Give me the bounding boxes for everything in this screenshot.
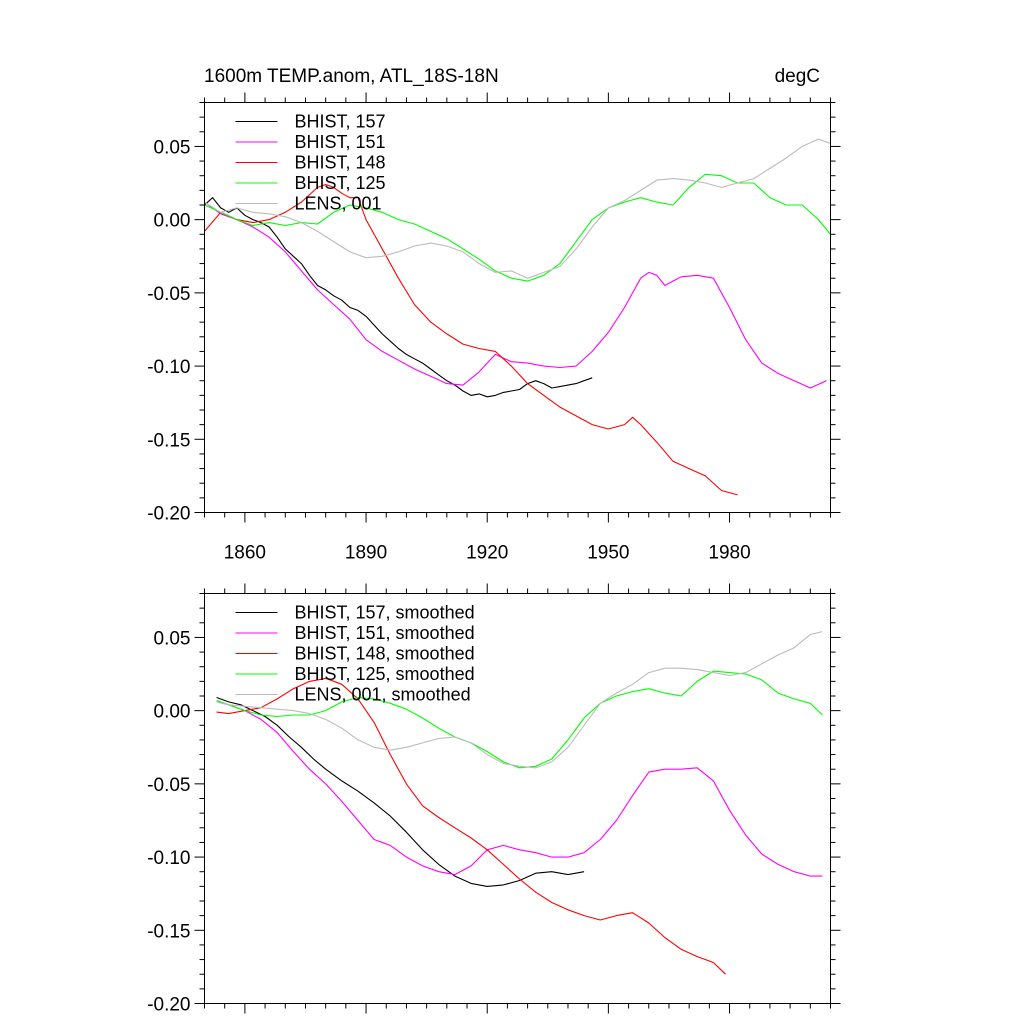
bottom-panel: -0.20 -0.15 -0.10 -0.05 0.00 0.05 BHIST, 157,… — [147, 583, 841, 1016]
axis-ticks: -0.20 -0.15 -0.10 -0.05 0.00 0.05 — [147, 583, 841, 1016]
y-tick-label: -0.15 — [147, 921, 190, 942]
x-tick-label: 1980 — [708, 543, 750, 564]
y-tick-label: -0.15 — [147, 430, 190, 451]
y-tick-label: 0.05 — [154, 137, 191, 158]
legend-label: BHIST, 148 — [295, 153, 386, 173]
y-tick-label: -0.10 — [147, 848, 190, 869]
y-tick-label: 0.00 — [154, 211, 191, 232]
plot-area — [216, 631, 823, 975]
x-tick-label: 1860 — [224, 543, 266, 564]
legend-label: BHIST, 157 — [295, 112, 386, 132]
y-tick-label: -0.05 — [147, 775, 190, 796]
y-tick-label: -0.10 — [147, 357, 190, 378]
series-line-0 — [204, 197, 593, 398]
series-line-2 — [204, 183, 738, 496]
x-tick-label: 1950 — [587, 543, 629, 564]
legend-label: LENS, 001, smoothed — [295, 685, 471, 705]
axis-ticks: -0.20 -0.15 -0.10 -0.05 0.00 0.05 1860 1890 1920… — [147, 92, 841, 564]
y-tick-label: -0.05 — [147, 284, 190, 305]
y-tick-label: 0.05 — [154, 628, 191, 649]
legend-label: BHIST, 157, smoothed — [295, 603, 475, 623]
series-line-3 — [216, 670, 823, 769]
plot-area — [204, 138, 831, 496]
x-tick-label: 1890 — [345, 543, 387, 564]
series-line-1 — [204, 201, 827, 389]
top-panel: 1600m TEMP.anom, ATL_18S-18N degC -0.20-… — [147, 66, 841, 564]
series-line-1 — [216, 701, 823, 877]
legend-label: BHIST, 151, smoothed — [295, 623, 475, 643]
series-line-2 — [216, 677, 726, 975]
series-line-0 — [216, 696, 585, 887]
legend-label: LENS, 001 — [295, 194, 382, 214]
legend-label: BHIST, 148, smoothed — [295, 644, 475, 664]
series-line-3 — [204, 173, 831, 282]
units-label: degC — [775, 66, 820, 87]
x-tick-label: 1920 — [466, 543, 508, 564]
plot-frame — [204, 593, 831, 1004]
plot-frame — [204, 102, 831, 513]
chart-title: 1600m TEMP.anom, ATL_18S-18N — [204, 66, 499, 87]
y-tick-label: 0.00 — [154, 702, 191, 723]
legend-label: BHIST, 125, smoothed — [295, 664, 475, 684]
series-line-4 — [204, 138, 831, 279]
series-line-4 — [216, 631, 823, 769]
y-tick-label: -0.20 — [147, 504, 190, 525]
y-tick-label: -0.20 — [147, 995, 190, 1016]
legend-label: BHIST, 151 — [295, 132, 386, 152]
legend-label: BHIST, 125 — [295, 173, 386, 193]
